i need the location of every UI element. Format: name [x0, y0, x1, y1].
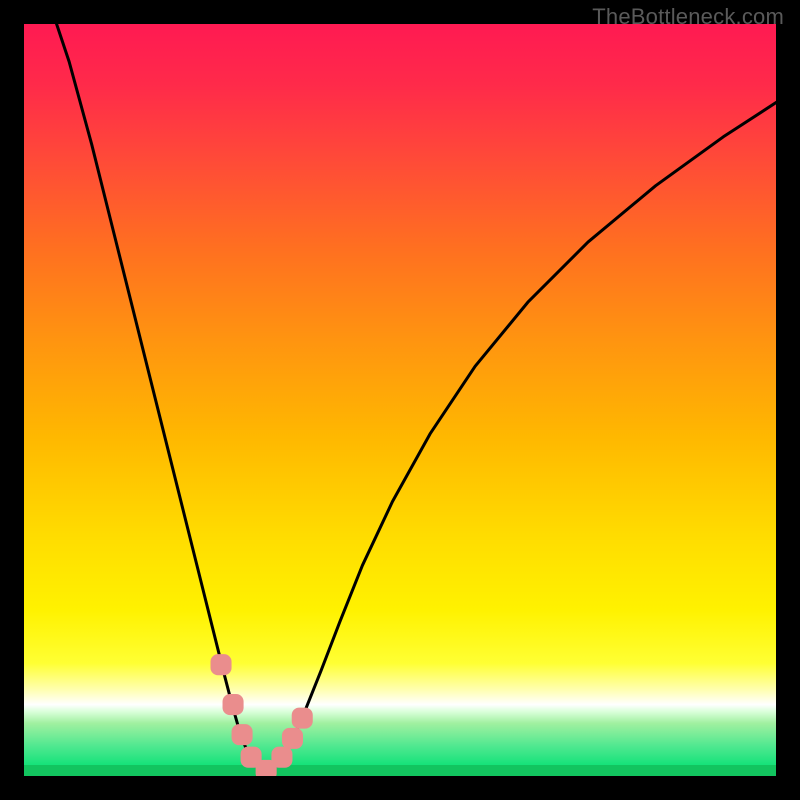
marker-point: [223, 694, 244, 715]
chart-container: TheBottleneck.com: [0, 0, 800, 800]
marker-point: [292, 708, 313, 729]
marker-point: [282, 728, 303, 749]
plot-area: [24, 24, 776, 776]
marker-point: [211, 654, 232, 675]
marker-point: [232, 724, 253, 745]
markers-layer: [24, 24, 776, 776]
watermark-text: TheBottleneck.com: [592, 4, 784, 30]
marker-point: [271, 747, 292, 768]
